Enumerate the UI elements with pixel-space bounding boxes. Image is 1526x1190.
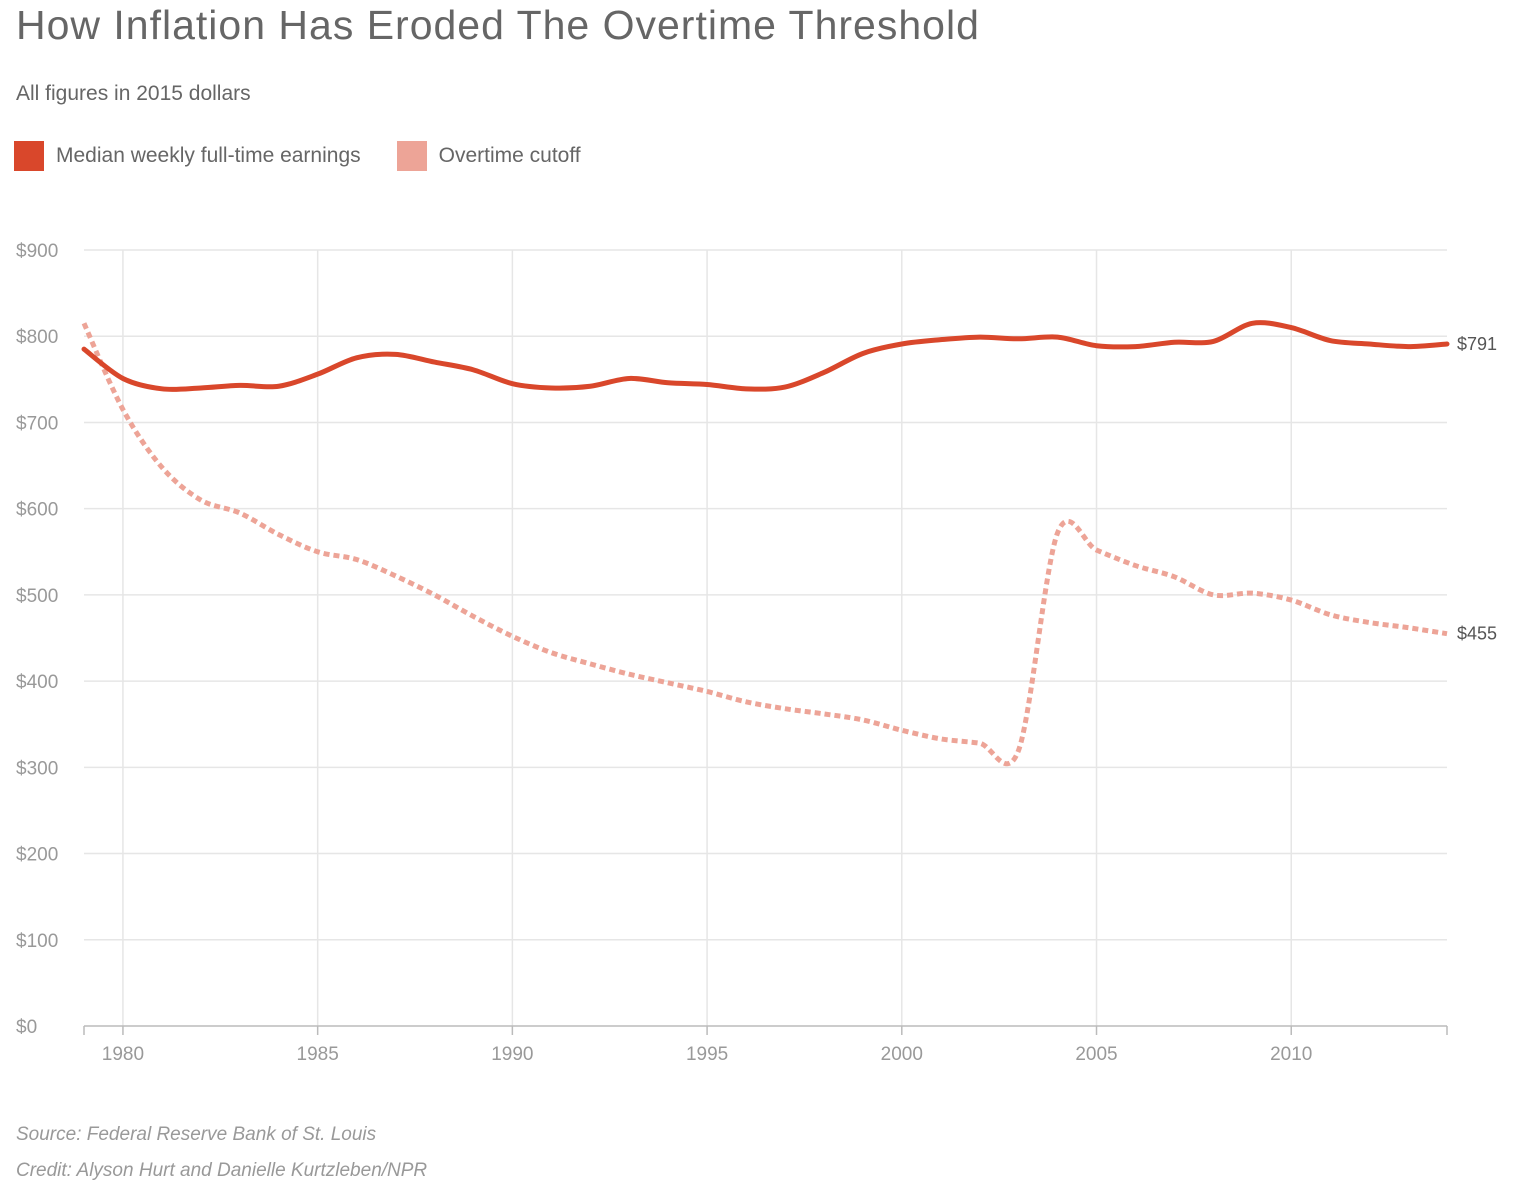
chart-subtitle: All figures in 2015 dollars (16, 82, 251, 105)
legend-swatch-median-earnings (14, 141, 44, 171)
x-tick-label: 2000 (881, 1044, 923, 1065)
y-tick-label: $400 (16, 672, 58, 693)
end-label-median-earnings: $791 (1457, 334, 1497, 354)
series-line-overtime-cutoff (81, 322, 1448, 767)
y-tick-label: $200 (16, 845, 58, 866)
y-tick-label: $300 (16, 758, 58, 779)
chart-title: How Inflation Has Eroded The Overtime Th… (16, 2, 980, 48)
x-tick-label: 2005 (1075, 1044, 1117, 1065)
source-note: Source: Federal Reserve Bank of St. Loui… (16, 1124, 377, 1145)
x-tick-label: 2010 (1270, 1044, 1312, 1065)
legend-swatch-overtime-cutoff (396, 141, 427, 171)
series-line-median-earnings (81, 320, 1450, 392)
x-tick-label: 1990 (491, 1044, 533, 1065)
y-tick-label: $500 (16, 586, 58, 607)
series-lines (81, 320, 1450, 767)
line-chart: $0 $100 $200 $300 $400 $500 $600 $700 $800 $900 19… (16, 241, 1497, 1065)
legend-item-overtime-cutoff: Overtime cutoff (396, 141, 581, 171)
y-tick-label: $0 (16, 1017, 37, 1038)
end-label-overtime-cutoff: $455 (1457, 624, 1497, 644)
x-tick-label: 1985 (297, 1044, 339, 1065)
credit-note: Credit: Alyson Hurt and Danielle Kurtzle… (16, 1160, 428, 1181)
legend-label-overtime-cutoff: Overtime cutoff (438, 144, 581, 167)
x-tick-label: 1980 (102, 1044, 144, 1065)
y-tick-label: $800 (16, 327, 58, 348)
end-labels: $455 $791 (1457, 334, 1497, 644)
y-tick-label: $700 (16, 413, 58, 434)
y-tick-label: $600 (16, 500, 58, 521)
legend: Median weekly full-time earnings Overtim… (14, 140, 617, 172)
grid-lines (84, 249, 1447, 1026)
axes: $0 $100 $200 $300 $400 $500 $600 $700 $800 $900 19… (16, 241, 1448, 1065)
x-tick-label: 1995 (686, 1044, 728, 1065)
y-tick-label: $100 (16, 931, 58, 952)
legend-label-median-earnings: Median weekly full-time earnings (56, 144, 361, 167)
y-tick-label: $900 (16, 241, 58, 262)
legend-item-median-earnings: Median weekly full-time earnings (14, 141, 361, 171)
